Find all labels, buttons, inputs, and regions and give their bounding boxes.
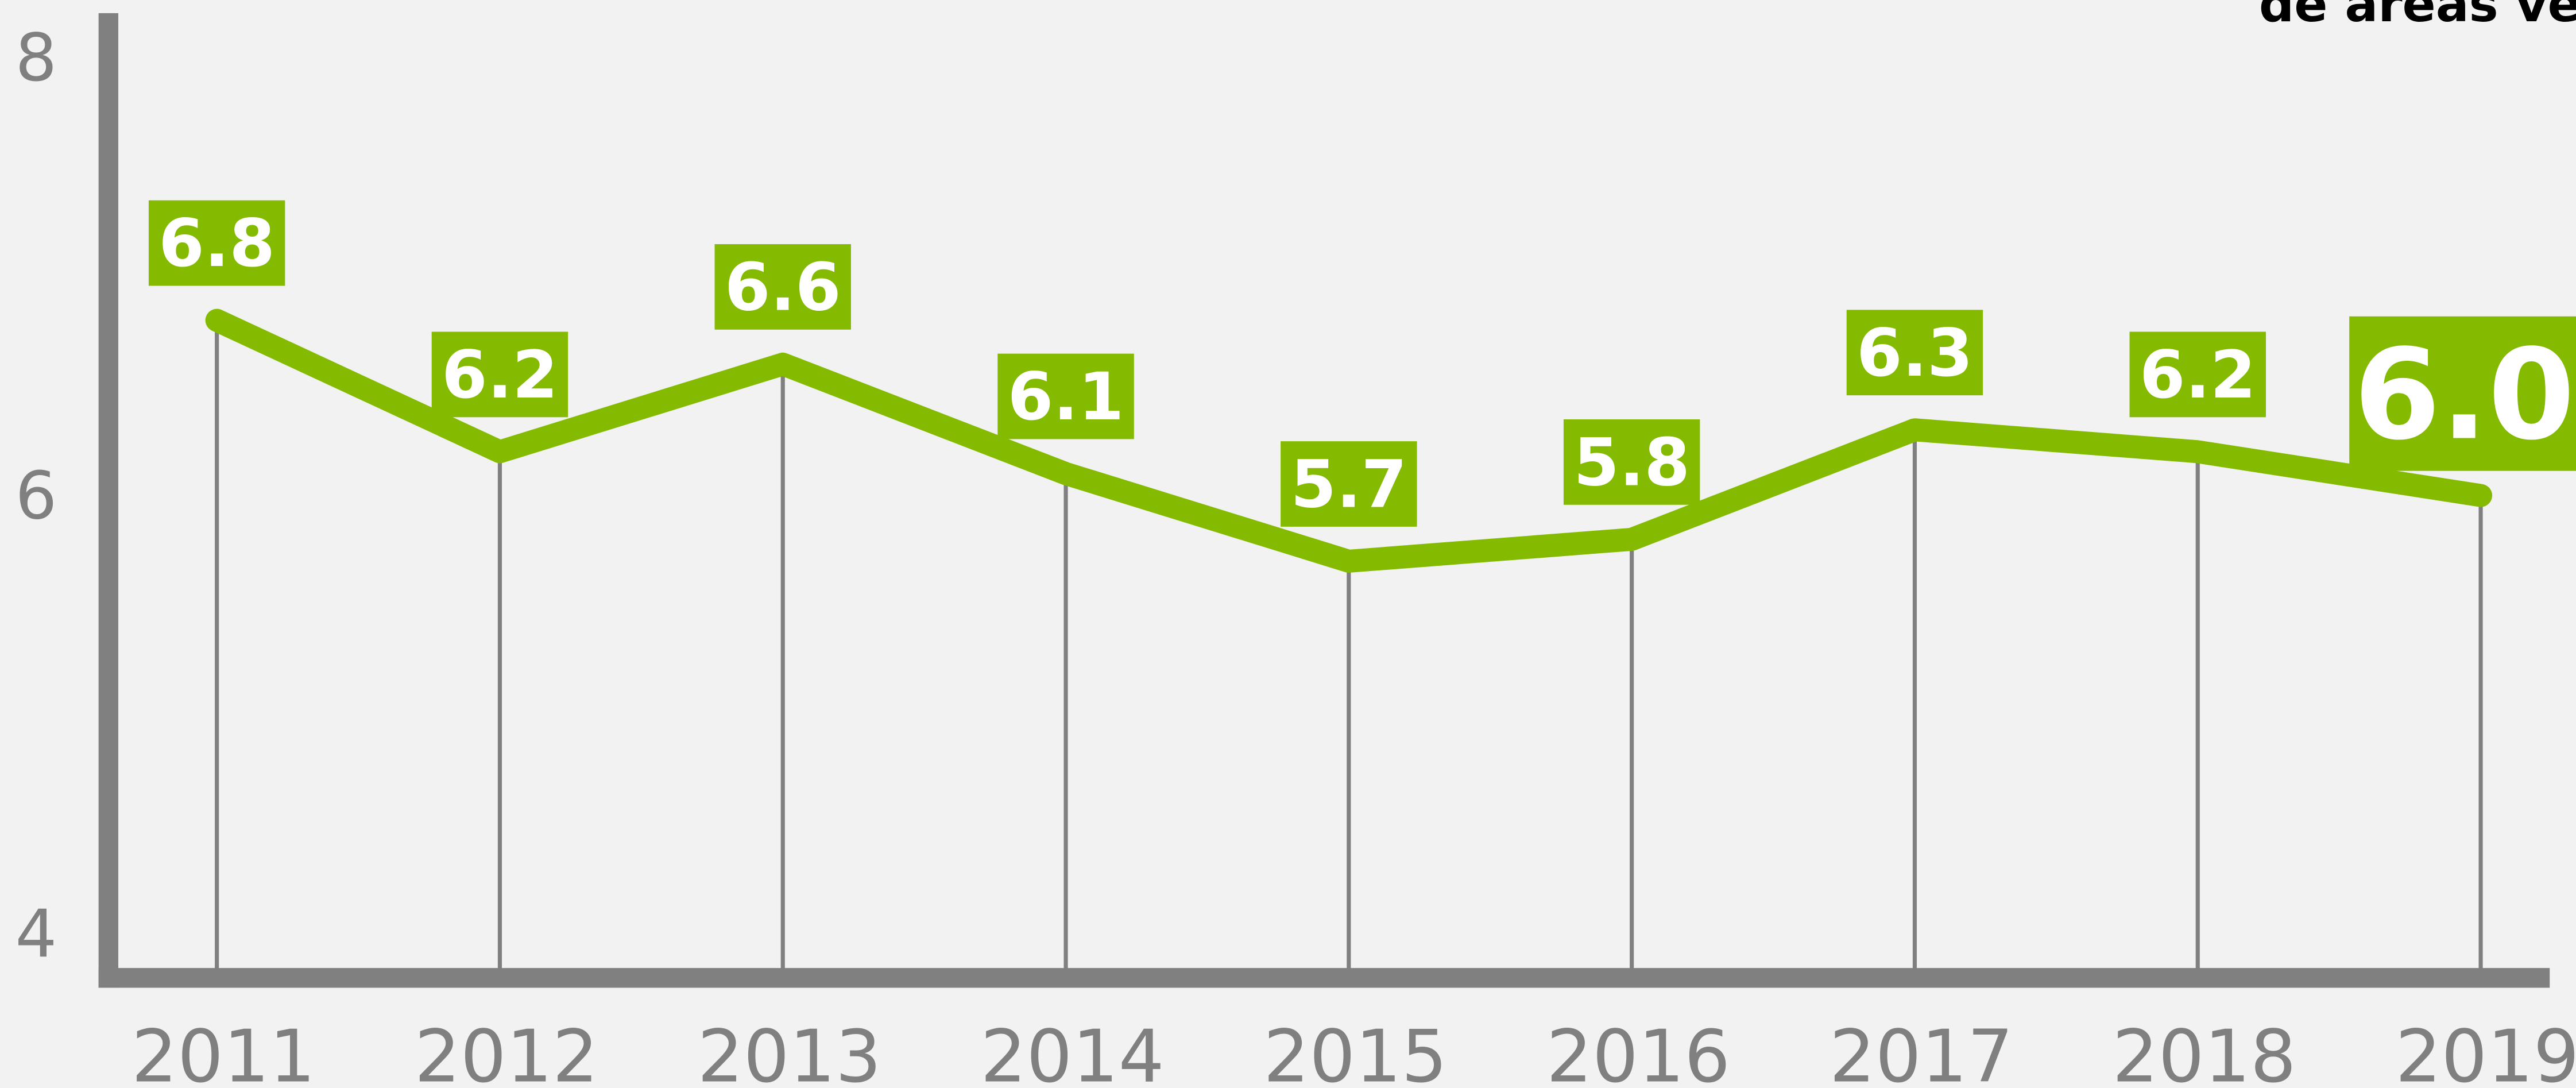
x-tick-label: 2017 xyxy=(1829,1014,2013,1088)
x-tick-label: 2014 xyxy=(980,1014,1164,1088)
value-label-box xyxy=(2129,331,2266,418)
value-label-box xyxy=(1846,310,1983,396)
value-label: 5.7 xyxy=(1291,446,1407,523)
value-label: 6.8 xyxy=(158,205,275,281)
y-tick-label: 8 xyxy=(16,20,57,96)
x-tick-label: 2015 xyxy=(1263,1014,1447,1088)
x-tick-label: 2018 xyxy=(2113,1014,2296,1088)
value-label-box xyxy=(148,200,285,286)
value-label: 6.0 xyxy=(2354,322,2575,468)
value-label: 5.8 xyxy=(1573,424,1690,500)
x-tick-label: 2016 xyxy=(1546,1014,1730,1088)
x-tick-label: 2019 xyxy=(2395,1014,2576,1088)
line xyxy=(205,308,2493,573)
x-tick-label: 2013 xyxy=(698,1014,881,1088)
value-label-box xyxy=(714,244,851,330)
y-axis xyxy=(98,13,118,988)
value-label: 6.1 xyxy=(1008,358,1124,435)
x-tick-label: 2011 xyxy=(131,1014,315,1088)
y-tick-label: 4 xyxy=(16,896,57,972)
chart-title: de areas ver xyxy=(2259,0,2576,33)
value-label: 6.6 xyxy=(725,249,841,325)
value-label-box xyxy=(1563,419,1700,505)
x-axis xyxy=(98,968,2550,988)
value-label: 6.3 xyxy=(1856,315,1973,391)
value-label: 6.2 xyxy=(442,337,558,413)
x-tick-label: 2012 xyxy=(415,1014,598,1088)
value-label-box xyxy=(997,353,1134,439)
value-label: 6.2 xyxy=(2140,337,2256,413)
value-label-box xyxy=(1281,441,1417,527)
value-label-box xyxy=(2349,316,2576,471)
y-tick-label: 6 xyxy=(16,458,57,534)
value-label-box xyxy=(431,331,568,418)
